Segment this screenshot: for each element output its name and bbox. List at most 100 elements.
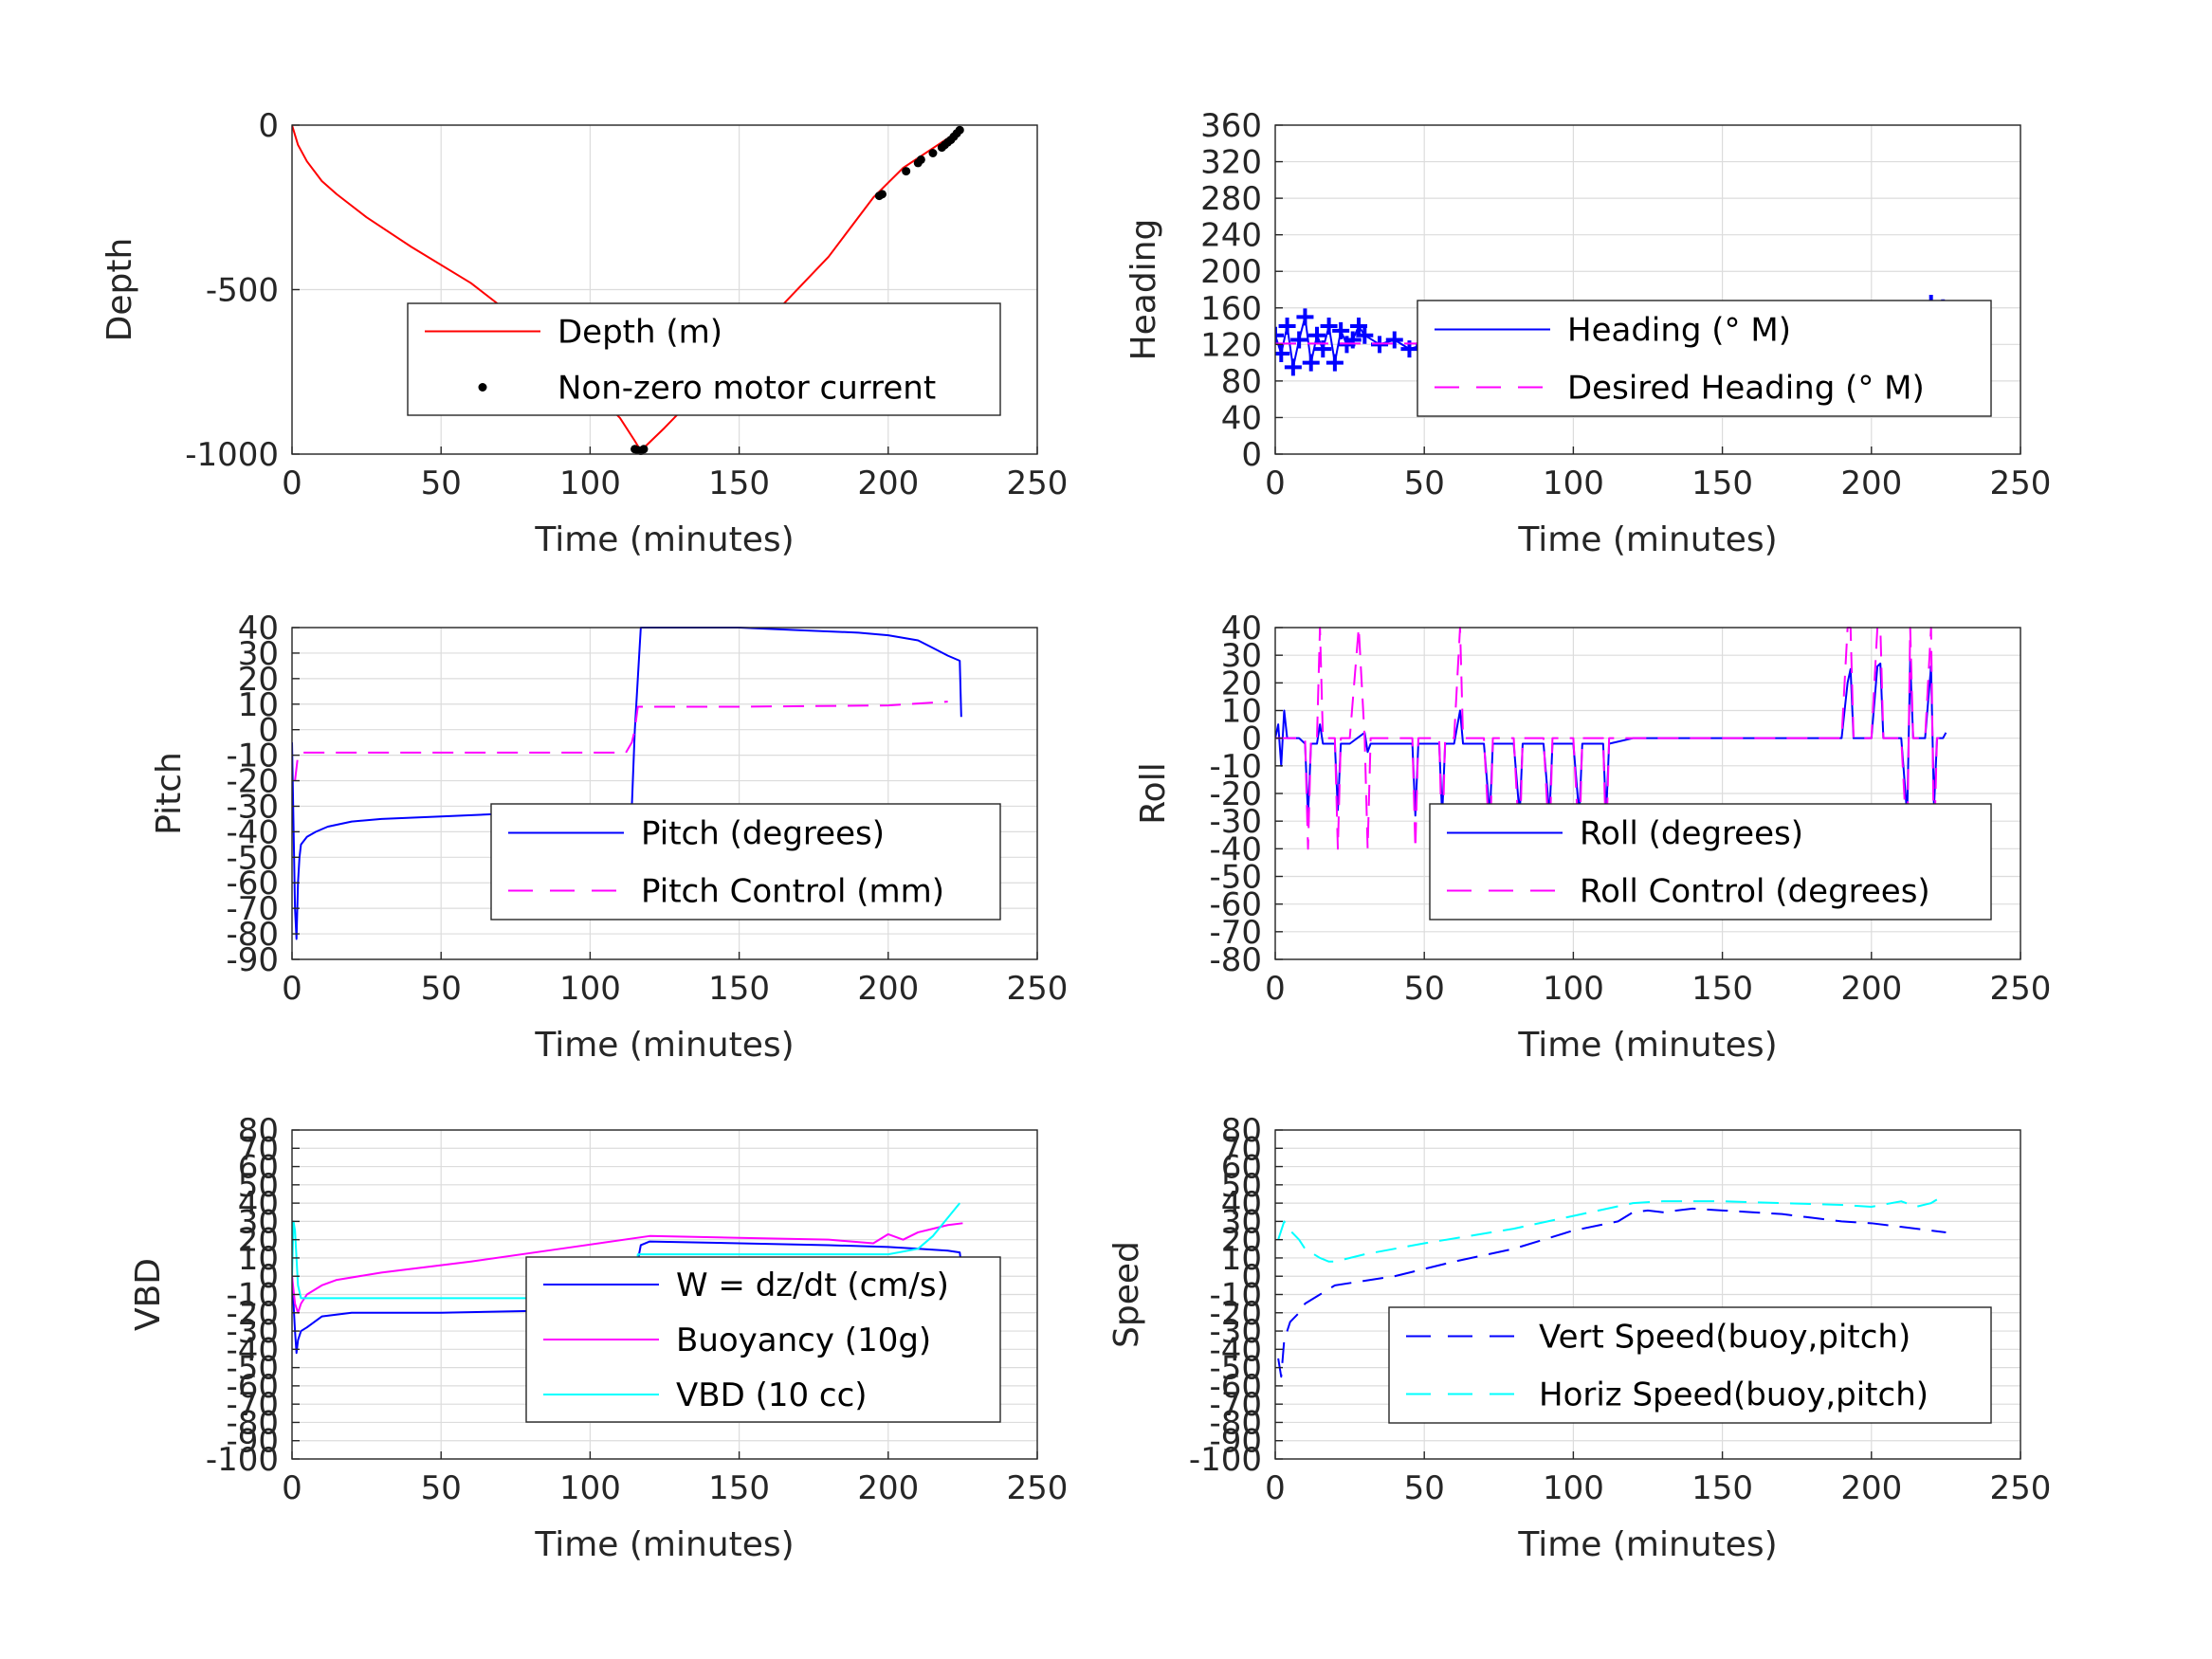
- vbd-plot-ytick-label: -50: [226, 1350, 279, 1388]
- roll-plot-xlabel: Time (minutes): [1517, 1026, 1777, 1065]
- roll-plot-xtick-label: 100: [1543, 970, 1604, 1008]
- speed-plot-xtick-label: 200: [1840, 1469, 1902, 1507]
- roll-plot-legend-label: Roll (degrees): [1580, 815, 1803, 853]
- vbd-plot-ytick-label: 0: [258, 1258, 279, 1296]
- heading-plot-heading-marker: [1308, 326, 1326, 344]
- heading-plot-heading-marker: [1332, 321, 1350, 339]
- heading-plot-ytick-label: 240: [1200, 217, 1262, 255]
- vbd-plot-ytick-label: 40: [238, 1185, 279, 1223]
- roll-plot-data: [1275, 627, 1947, 850]
- speed-plot-series-1: [1277, 1193, 1947, 1263]
- vbd-plot: 0 50 100 150 200 25080706050403020100-10-20-3…: [129, 1112, 1068, 1564]
- pitch-plot-ytick-label: -70: [226, 890, 279, 928]
- pitch-plot-ytick-label: -40: [226, 813, 279, 851]
- vbd-plot-xtick-label: 150: [708, 1469, 770, 1507]
- vbd-plot-xtick-label: 200: [857, 1469, 919, 1507]
- pitch-plot-legend-label: Pitch (degrees): [641, 815, 885, 853]
- speed-plot-legend-label: Vert Speed(buoy,pitch): [1539, 1319, 1910, 1357]
- depth-plot-legend: Depth (m) Non-zero motor current: [407, 302, 1001, 416]
- vbd-plot-legend: W = dz/dt (cm/s) Buoyancy (10g) VBD (10 cc…: [525, 1256, 1001, 1423]
- heading-plot-ytick-label: 80: [1221, 363, 1262, 401]
- speed-plot-ytick-label: -80: [1209, 1404, 1262, 1442]
- heading-plot-xlabel: Time (minutes): [1517, 520, 1777, 559]
- vbd-plot-ytick-label: -10: [226, 1277, 279, 1315]
- pitch-plot-legend: Pitch (degrees) Pitch Control (mm): [490, 803, 1001, 921]
- heading-plot-ytick-label: 40: [1221, 399, 1262, 437]
- speed-plot-xlabel: Time (minutes): [1517, 1525, 1777, 1564]
- vbd-plot-xtick-label: 100: [559, 1469, 621, 1507]
- heading-plot-heading-marker: [1278, 318, 1296, 336]
- speed-plot-data: [1277, 1193, 1947, 1378]
- roll-plot-ytick-label: -40: [1209, 830, 1262, 868]
- roll-plot-ytick-label: -10: [1209, 748, 1262, 786]
- pitch-plot-ytick-label: 30: [238, 635, 279, 673]
- speed-plot: 0 50 100 150 200 25080706050403020100-10-20-3…: [1107, 1112, 2051, 1564]
- vbd-plot-ytick-label: -70: [226, 1386, 279, 1424]
- pitch-plot-ytick-label: 40: [238, 610, 279, 647]
- vbd-plot-ytick-label: 30: [238, 1203, 279, 1241]
- speed-plot-xtick-label: 50: [1404, 1469, 1445, 1507]
- speed-plot-ytick-label: -30: [1209, 1313, 1262, 1351]
- pitch-plot-ytick-label: 20: [238, 661, 279, 699]
- depth-plot-xtick-label: 150: [708, 465, 770, 502]
- speed-plot-ytick-label: -20: [1209, 1295, 1262, 1333]
- speed-plot-ytick-label: 40: [1221, 1185, 1262, 1223]
- roll-plot-ytick-label: 20: [1221, 665, 1262, 702]
- depth-plot-ylabel: Depth: [101, 238, 139, 342]
- roll-plot-xtick-label: 0: [1265, 970, 1286, 1008]
- roll-plot-ytick-label: 0: [1241, 720, 1262, 758]
- depth-plot-motor-current-point: [878, 190, 887, 199]
- speed-plot-ytick-label: -50: [1209, 1350, 1262, 1388]
- speed-plot-ytick-label: -10: [1209, 1277, 1262, 1315]
- depth-plot-xlabel: Time (minutes): [534, 520, 794, 559]
- speed-plot-ytick-label: -70: [1209, 1386, 1262, 1424]
- pitch-plot-ytick-label: -30: [226, 788, 279, 826]
- vbd-plot-xtick-label: 250: [1007, 1469, 1069, 1507]
- depth-plot-series-1: [631, 125, 964, 456]
- speed-plot-ytick-label: -60: [1209, 1368, 1262, 1406]
- depth-plot-legend-label: Depth (m): [558, 314, 722, 352]
- speed-plot-legend: Vert Speed(buoy,pitch) Horiz Speed(buoy,p…: [1388, 1306, 1992, 1424]
- heading-plot-heading-marker: [1344, 331, 1362, 349]
- roll-plot-ytick-label: -20: [1209, 775, 1262, 813]
- heading-plot-xtick-label: 250: [1990, 465, 2052, 502]
- roll-plot-xtick-label: 200: [1840, 970, 1902, 1008]
- heading-plot-ytick-label: 0: [1241, 436, 1262, 474]
- roll-plot-ytick-label: -80: [1209, 941, 1262, 979]
- heading-plot-ytick-label: 280: [1200, 180, 1262, 218]
- speed-plot-xtick-label: 0: [1265, 1469, 1286, 1507]
- heading-plot-axes-box: [1274, 124, 2021, 455]
- depth-plot-legend-box: [407, 302, 1001, 416]
- vbd-plot-ytick-label: 10: [238, 1240, 279, 1278]
- vbd-plot-xtick-label: 0: [282, 1469, 302, 1507]
- roll-plot-ylabel: Roll: [1134, 762, 1173, 824]
- roll-plot-xtick-label: 250: [1990, 970, 2052, 1008]
- depth-plot-ytick-label: -500: [206, 272, 279, 310]
- speed-plot-xtick-label: 100: [1543, 1469, 1604, 1507]
- depth-plot-xtick-label: 200: [857, 465, 919, 502]
- depth-plot-ytick-label: -1000: [185, 436, 279, 474]
- vbd-plot-ytick-label: -30: [226, 1313, 279, 1351]
- vbd-plot-legend-label: Buoyancy (10g): [676, 1322, 931, 1359]
- roll-plot-ytick-label: -70: [1209, 914, 1262, 952]
- pitch-plot-ylabel: Pitch: [150, 752, 189, 835]
- depth-plot-xtick-label: 250: [1007, 465, 1069, 502]
- heading-plot-heading-marker: [1320, 318, 1338, 336]
- vbd-plot-ytick-label: 50: [238, 1167, 279, 1205]
- depth-plot-data: [292, 124, 964, 456]
- vbd-plot-ytick-label: 60: [238, 1149, 279, 1187]
- speed-plot-ytick-label: -40: [1209, 1331, 1262, 1369]
- depth-plot-motor-current-point: [639, 445, 649, 454]
- depth-plot-xtick-label: 100: [559, 465, 621, 502]
- vbd-plot-ylabel: VBD: [129, 1258, 168, 1331]
- heading-plot-ytick-label: 160: [1200, 290, 1262, 328]
- pitch-plot-xtick-label: 200: [857, 970, 919, 1008]
- heading-plot-xtick-label: 200: [1840, 465, 1902, 502]
- speed-plot-xtick-label: 250: [1990, 1469, 2052, 1507]
- pitch-plot-ytick-label: -10: [226, 738, 279, 775]
- vbd-plot-ytick-label: -40: [226, 1331, 279, 1369]
- roll-plot-xtick-label: 50: [1404, 970, 1445, 1008]
- vbd-plot-ytick-label: -90: [226, 1423, 279, 1461]
- heading-plot-ytick-label: 360: [1200, 107, 1262, 145]
